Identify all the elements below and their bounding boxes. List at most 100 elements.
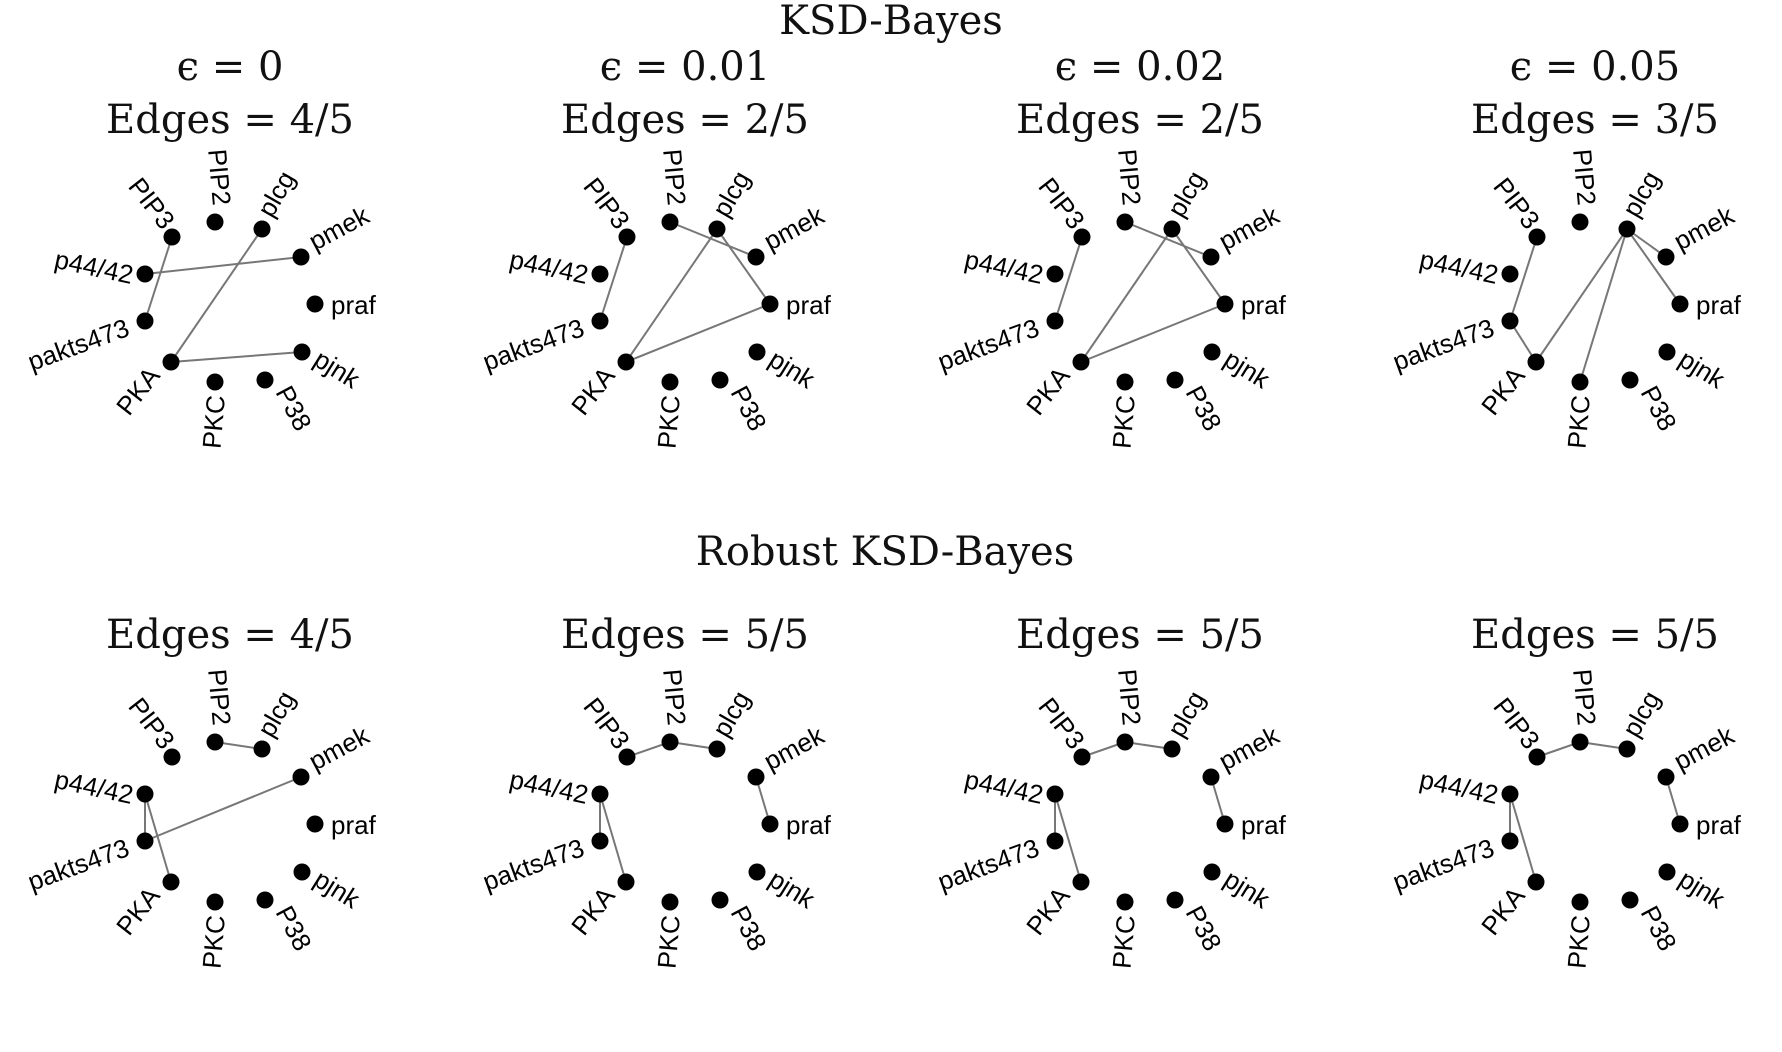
- node-pjnk-dot: [748, 343, 766, 361]
- node-plcg-dot: [1618, 740, 1636, 758]
- node-PIP3-dot: [1073, 228, 1091, 246]
- node-plcg-dot: [1163, 220, 1181, 238]
- node-label: PIP2: [202, 148, 237, 207]
- node-label: PKA: [565, 361, 621, 421]
- node-label: PIP3: [578, 172, 636, 235]
- node-PKA-dot: [1072, 873, 1090, 891]
- node-PKA-dot: [162, 873, 180, 891]
- edge-plcg-PKA: [1535, 228, 1628, 363]
- node-label: pakts473: [934, 832, 1043, 896]
- node-praf-dot: [761, 295, 779, 313]
- node-pakts473-dot: [591, 312, 609, 330]
- node-label: PKC: [1561, 394, 1596, 450]
- node-p44/42-dot: [136, 265, 154, 283]
- node-label: plcg: [1161, 686, 1211, 742]
- edge-PIP2-pmek: [669, 221, 757, 258]
- node-label: PIP2: [1567, 668, 1602, 727]
- edge-plcg-PKA: [170, 228, 263, 363]
- node-label: praf: [1241, 810, 1287, 840]
- panel-edges-count: Edges = 2/5: [561, 97, 809, 143]
- node-label: p44/42: [52, 244, 136, 290]
- node-label: pakts473: [479, 832, 588, 896]
- edges-group: [599, 221, 771, 363]
- node-label: pmek: [759, 719, 830, 776]
- node-pmek-dot: [292, 768, 310, 786]
- node-P38-dot: [256, 371, 274, 389]
- node-label: PKA: [110, 881, 166, 941]
- node-label: pmek: [304, 199, 375, 256]
- node-label: PKC: [196, 914, 231, 970]
- node-label: praf: [1696, 290, 1742, 320]
- node-p44/42-dot: [591, 785, 609, 803]
- node-label: PIP3: [1033, 172, 1091, 235]
- node-pjnk-dot: [748, 863, 766, 881]
- node-p44/42-dot: [591, 265, 609, 283]
- node-label: praf: [1241, 290, 1287, 320]
- node-PIP2-dot: [1571, 213, 1589, 231]
- edge-PIP3-pakts473: [1054, 236, 1083, 322]
- panel-edges-count: Edges = 4/5: [106, 612, 354, 658]
- edge-p44/42-PKA: [1054, 793, 1082, 883]
- node-praf-dot: [306, 295, 324, 313]
- node-pakts473-dot: [1046, 832, 1064, 850]
- node-label: pjnk: [1219, 864, 1276, 915]
- node-PIP3-dot: [163, 228, 181, 246]
- node-PIP3-dot: [1528, 228, 1546, 246]
- edges-group: [144, 228, 303, 363]
- row-robust-ksd-bayes: Robust KSD-Bayes Edges = 4/5 PIP2 plcgpme…: [24, 529, 1742, 970]
- edge-plcg-praf: [1626, 228, 1681, 305]
- node-label: plcg: [1616, 166, 1666, 222]
- node-label: PIP3: [1488, 172, 1546, 235]
- node-label: PKA: [1020, 881, 1076, 941]
- node-praf-dot: [1671, 295, 1689, 313]
- node-PIP3-dot: [618, 748, 636, 766]
- node-label: praf: [786, 290, 832, 320]
- node-label: p44/42: [1417, 244, 1501, 290]
- node-PKC-dot: [206, 373, 224, 391]
- node-P38-dot: [1621, 371, 1639, 389]
- node-label: plcg: [706, 686, 756, 742]
- panel-edges-count: Edges = 5/5: [1016, 612, 1264, 658]
- edge-plcg-praf: [716, 228, 771, 305]
- node-PKC-dot: [206, 893, 224, 911]
- edge-PKA-pjnk: [170, 351, 303, 363]
- node-label: pjnk: [1674, 864, 1731, 915]
- node-label: pjnk: [1219, 344, 1276, 395]
- node-label: PIP2: [1567, 148, 1602, 207]
- node-label: PKA: [1020, 361, 1076, 421]
- panel-epsilon: ϵ = 0.01: [600, 44, 770, 90]
- node-label: praf: [331, 810, 377, 840]
- edge-PIP2-pmek: [1124, 221, 1212, 258]
- node-label: p44/42: [507, 244, 591, 290]
- row-title-robust-ksd-bayes: Robust KSD-Bayes: [696, 529, 1075, 575]
- node-PIP2-dot: [206, 733, 224, 751]
- node-plcg-dot: [253, 220, 271, 238]
- node-label: pakts473: [934, 312, 1043, 376]
- node-pmek-dot: [1202, 768, 1220, 786]
- node-label: P38: [725, 901, 773, 956]
- node-label: pmek: [1669, 719, 1740, 776]
- node-label: PKA: [1475, 881, 1531, 941]
- node-label: praf: [786, 810, 832, 840]
- node-label: pakts473: [24, 832, 133, 896]
- node-PKC-dot: [1116, 373, 1134, 391]
- node-label: pmek: [1214, 199, 1285, 256]
- node-label: pjnk: [764, 864, 821, 915]
- node-plcg-dot: [1618, 220, 1636, 238]
- node-label: pakts473: [1389, 832, 1498, 896]
- node-label: pmek: [1669, 199, 1740, 256]
- node-label: PIP3: [578, 692, 636, 755]
- node-label: PKA: [565, 881, 621, 941]
- node-PKC-dot: [661, 893, 679, 911]
- node-PIP3-dot: [618, 228, 636, 246]
- edges-group: [1054, 221, 1226, 363]
- node-pjnk-dot: [1203, 343, 1221, 361]
- node-pakts473-dot: [1501, 832, 1519, 850]
